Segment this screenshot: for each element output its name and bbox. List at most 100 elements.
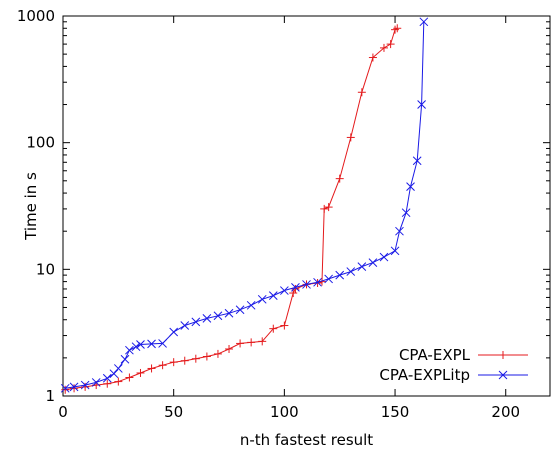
data-point-cpa-explitp-d2 xyxy=(412,156,422,166)
data-point-cpa-explitp-d2 xyxy=(125,345,134,355)
legend-marker-cpa-explitp-d2 xyxy=(498,370,508,380)
data-point-cpa-explitp xyxy=(417,100,426,109)
data-point-cpa-explitp-d2 xyxy=(401,208,411,218)
data-point-cpa-expl xyxy=(289,289,298,298)
data-point-cpa-expl xyxy=(225,344,234,353)
data-point-cpa-explitp-d2 xyxy=(191,317,201,327)
data-point-cpa-explitp xyxy=(60,383,70,393)
data-point-cpa-expl xyxy=(180,356,189,365)
data-point-cpa-explitp xyxy=(313,277,322,287)
x-tick-label: 200 xyxy=(491,403,520,421)
legend-label-cpa-expl: CPA-EXPL xyxy=(399,346,471,364)
data-point-cpa-explitp xyxy=(235,305,245,315)
data-point-cpa-explitp xyxy=(224,308,234,318)
series-line-cpa-expl xyxy=(65,27,398,391)
data-point-cpa-explitp-d2 xyxy=(346,267,356,276)
data-point-cpa-explitp xyxy=(390,246,400,256)
data-point-cpa-explitp xyxy=(113,364,123,373)
data-point-cpa-expl xyxy=(357,88,366,97)
data-point-cpa-explitp xyxy=(80,380,90,390)
data-point-cpa-explitp xyxy=(246,300,256,310)
data-point-cpa-expl xyxy=(335,174,344,183)
data-point-cpa-explitp-d2 xyxy=(113,364,123,373)
data-point-cpa-expl xyxy=(393,24,402,33)
data-point-cpa-explitp-d2 xyxy=(169,327,179,337)
data-point-cpa-explitp-d2 xyxy=(246,300,256,310)
data-point-cpa-expl xyxy=(247,338,256,347)
data-point-cpa-explitp-d2 xyxy=(390,246,400,256)
data-point-cpa-expl xyxy=(202,352,211,361)
data-point-cpa-expl xyxy=(320,204,329,213)
data-point-cpa-explitp-d2 xyxy=(324,274,333,284)
data-point-cpa-explitp-d2 xyxy=(235,305,245,315)
data-point-cpa-explitp-d2 xyxy=(291,283,300,292)
data-point-cpa-explitp xyxy=(357,262,367,272)
data-point-cpa-explitp xyxy=(91,378,101,387)
data-point-cpa-expl xyxy=(213,349,222,358)
data-point-cpa-expl xyxy=(103,379,112,388)
data-point-cpa-explitp xyxy=(69,382,79,392)
data-point-cpa-expl xyxy=(386,40,395,49)
plot-frame xyxy=(62,15,551,397)
data-point-cpa-explitp xyxy=(136,340,145,349)
data-point-cpa-explitp xyxy=(131,342,141,352)
x-axis-label: n-th fastest result xyxy=(240,431,373,449)
y-tick-label: 100 xyxy=(26,134,55,152)
data-point-cpa-expl xyxy=(136,368,145,377)
x-tick-label: 0 xyxy=(58,403,68,421)
data-point-cpa-expl xyxy=(346,133,355,142)
x-tick-label: 50 xyxy=(164,403,183,421)
legend-entry-cpa-explitp: CPA-EXPLitp xyxy=(379,366,528,384)
data-point-cpa-explitp xyxy=(368,258,378,267)
data-point-cpa-explitp-d2 xyxy=(302,280,311,289)
data-point-cpa-explitp xyxy=(379,252,389,262)
data-point-cpa-explitp xyxy=(346,267,356,276)
data-point-cpa-explitp-d2 xyxy=(102,373,112,383)
data-point-cpa-explitp-d2 xyxy=(147,339,156,349)
data-point-cpa-explitp-d2 xyxy=(109,369,119,379)
data-point-cpa-explitp xyxy=(169,327,179,337)
data-point-cpa-explitp-d2 xyxy=(80,380,90,390)
legend-entry-cpa-expl: CPA-EXPL xyxy=(399,346,528,364)
data-point-cpa-explitp-d2 xyxy=(280,286,289,295)
data-point-cpa-explitp xyxy=(158,339,167,348)
data-point-cpa-explitp xyxy=(257,294,267,304)
data-point-cpa-explitp xyxy=(401,208,411,218)
data-point-cpa-explitp xyxy=(125,345,134,355)
data-point-cpa-explitp xyxy=(202,314,212,323)
data-point-cpa-expl xyxy=(379,43,388,52)
data-point-cpa-explitp-d2 xyxy=(419,17,429,27)
data-point-cpa-explitp-d2 xyxy=(60,383,70,393)
data-point-cpa-expl xyxy=(280,321,289,330)
axes: 0 50 100 150 200 1 10 100 1000 xyxy=(17,7,551,421)
data-point-cpa-explitp xyxy=(109,369,119,379)
data-point-cpa-explitp xyxy=(191,317,201,327)
series-cpa-explitp xyxy=(60,17,429,393)
y-tick-label: 10 xyxy=(36,260,55,278)
series-line-cpa-explitp xyxy=(65,21,425,389)
data-point-cpa-explitp-d2 xyxy=(357,262,367,272)
data-point-cpa-expl xyxy=(258,337,267,346)
data-point-cpa-explitp xyxy=(147,339,156,349)
x-tick-label: 150 xyxy=(381,403,410,421)
data-point-cpa-expl xyxy=(291,284,300,293)
data-point-cpa-expl xyxy=(236,339,245,348)
legend-label-cpa-explitp: CPA-EXPLitp xyxy=(379,366,470,384)
data-point-cpa-expl xyxy=(324,203,333,212)
data-point-cpa-explitp xyxy=(395,226,404,236)
data-point-cpa-explitp-d2 xyxy=(379,252,389,262)
data-point-cpa-expl xyxy=(61,385,70,394)
data-point-cpa-explitp xyxy=(120,354,130,364)
data-point-cpa-explitp-d2 xyxy=(136,340,145,349)
data-point-cpa-explitp-d2 xyxy=(131,342,141,352)
data-point-cpa-explitp-d2 xyxy=(268,291,278,300)
y-tick-label: 1000 xyxy=(17,7,55,25)
data-point-cpa-explitp-d2 xyxy=(406,182,415,191)
data-point-cpa-expl xyxy=(191,354,200,363)
data-point-cpa-expl xyxy=(269,324,278,333)
data-point-cpa-expl xyxy=(114,377,123,386)
legend: CPA-EXPL CPA-EXPLitp xyxy=(379,346,528,384)
data-point-cpa-explitp xyxy=(180,321,190,330)
data-point-cpa-explitp-d2 xyxy=(368,258,378,267)
